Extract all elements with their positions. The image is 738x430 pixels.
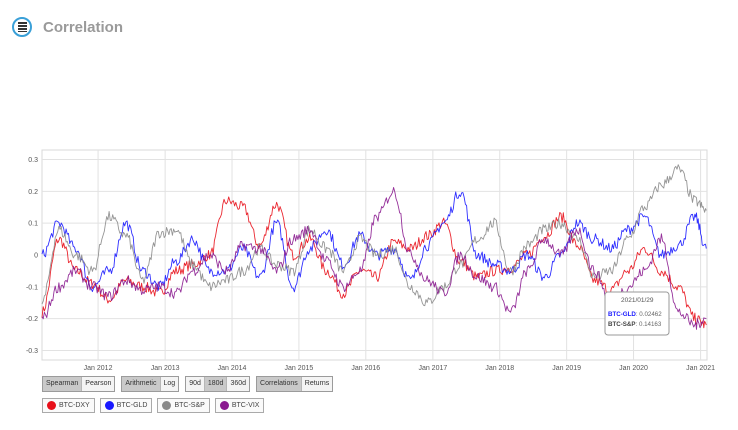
- y-tick-label: 0: [34, 253, 38, 260]
- series-line-btc-vix: [41, 187, 707, 330]
- x-axis: Jan 2012 Jan 2013 Jan 2014 Jan 2015 Jan 2016…: [84, 365, 715, 372]
- tooltip-date: 2021/01/29: [621, 297, 654, 304]
- mode-correlations-button[interactable]: Correlations: [257, 377, 302, 391]
- legend-dot-icon: [47, 401, 56, 410]
- x-tick-label: Jan 2020: [619, 365, 648, 372]
- y-tick-label: 0.1: [28, 221, 38, 228]
- legend-item[interactable]: BTC-S&P: [157, 398, 210, 413]
- scale-log-button[interactable]: Log: [160, 377, 179, 391]
- y-tick-label: 0.2: [28, 189, 38, 196]
- method-spearman-button[interactable]: Spearman: [43, 377, 83, 391]
- mode-returns-button[interactable]: Returns: [301, 377, 333, 391]
- legend-label: BTC-GLD: [116, 402, 148, 409]
- chart-controls: Spearman Pearson Arithmetic Log 90d 180d 360…: [42, 376, 339, 392]
- window-360d-button[interactable]: 360d: [227, 377, 250, 391]
- window-toggle: 90d 180d 360d: [185, 376, 251, 392]
- x-tick-label: Jan 2014: [218, 365, 247, 372]
- scale-arithmetic-button[interactable]: Arithmetic: [122, 377, 161, 391]
- tooltip-row: BTC-S&P: 0.14163: [608, 321, 662, 328]
- x-tick-label: Jan 2019: [552, 365, 581, 372]
- legend-dot-icon: [219, 401, 229, 410]
- y-tick-label: 0.3: [28, 157, 38, 164]
- y-tick-label: -0.2: [26, 316, 38, 323]
- legend-item[interactable]: BTC-DXY: [42, 398, 95, 413]
- tooltip-row: BTC-GLD: 0.02462: [608, 311, 662, 318]
- window-90d-button[interactable]: 90d: [186, 377, 205, 391]
- legend-item[interactable]: BTC-GLD: [99, 398, 153, 413]
- legend-dot-icon: [162, 401, 172, 410]
- method-toggle: Spearman Pearson: [42, 376, 116, 392]
- chart-tooltip: 2021/01/29 BTC-GLD: 0.02462 BTC-S&P: 0.141…: [604, 291, 670, 336]
- chart-legend: BTC-DXY BTC-GLD BTC-S&P BTC-VIX: [42, 398, 269, 413]
- tooltip-box: [604, 291, 670, 336]
- x-tick-label: Jan 2013: [151, 365, 180, 372]
- x-tick-label: Jan 2015: [285, 365, 314, 372]
- y-tick-label: -0.3: [26, 348, 38, 355]
- legend-label: BTC-VIX: [231, 402, 260, 409]
- database-icon: [12, 17, 32, 37]
- chart-grid: [41, 149, 708, 361]
- chart-series: [41, 164, 707, 330]
- x-tick-label: Jan 2017: [418, 365, 447, 372]
- window-180d-button[interactable]: 180d: [204, 377, 228, 391]
- page-header: Correlation: [12, 14, 123, 40]
- legend-dot-icon: [104, 401, 114, 410]
- legend-item[interactable]: BTC-VIX: [214, 398, 265, 413]
- x-tick-label: Jan 2012: [84, 365, 113, 372]
- series-line-btc-gld: [41, 191, 707, 293]
- x-tick-label: Jan 2021: [686, 365, 715, 372]
- x-tick-label: Jan 2018: [485, 365, 514, 372]
- method-pearson-button[interactable]: Pearson: [82, 377, 115, 391]
- y-axis: 0.3 0.2 0.1 0 -0.1 -0.2 -0.3: [26, 157, 38, 355]
- legend-label: BTC-DXY: [59, 402, 90, 409]
- y-tick-label: -0.1: [26, 284, 38, 291]
- legend-label: BTC-S&P: [174, 402, 205, 409]
- scale-toggle: Arithmetic Log: [121, 376, 180, 392]
- x-tick-label: Jan 2016: [351, 365, 380, 372]
- mode-toggle: Correlations Returns: [256, 376, 334, 392]
- page-title: Correlation: [43, 18, 124, 36]
